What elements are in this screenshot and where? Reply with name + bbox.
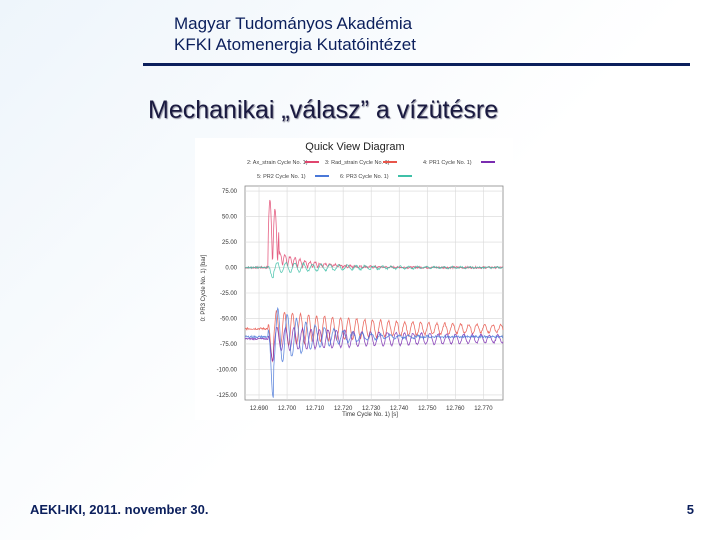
plot-area: 12.690 12.700 12.710 12.720 12.730 12.740 12.7…	[217, 185, 504, 412]
chart-svg: Quick View Diagram 2: Ax_strain Cycle No…	[201, 141, 504, 418]
y-axis-label: 0: PR3 Cycle No. 1) [bar]	[201, 254, 207, 321]
series-line	[244, 261, 504, 279]
x-tick-label: 12.740	[390, 406, 409, 412]
chart-legend: 2: Ax_strain Cycle No. 1) 3: Rad_strain C…	[247, 160, 495, 180]
x-tick-label: 12.770	[474, 406, 493, 412]
institution-line-2: KFKI Atomenergia Kutatóintézet	[174, 35, 416, 54]
page-number: 5	[686, 502, 694, 517]
y-tick-label: -25.00	[220, 291, 238, 297]
y-tick-label: -75.00	[220, 342, 238, 348]
legend-label: 5: PR2 Cycle No. 1)	[257, 174, 306, 180]
slide-title: Mechanikai „válasz” a vízütésre	[148, 96, 499, 124]
y-tick-label: -50.00	[220, 316, 238, 322]
x-tick-label: 12.750	[418, 406, 437, 412]
series-line	[244, 326, 504, 362]
x-tick-label: 12.730	[362, 406, 381, 412]
x-tick-label: 12.690	[250, 406, 269, 412]
header-divider	[143, 63, 690, 66]
y-tick-label: 50.00	[222, 215, 238, 221]
institution-line-1: Magyar Tudományos Akadémia	[174, 14, 413, 33]
x-axis-label: Time Cycle No. 1) [s]	[342, 412, 398, 418]
x-tick-label: 12.710	[306, 406, 325, 412]
y-tick-label: -100.00	[217, 367, 238, 373]
institution-header: Magyar Tudományos Akadémia KFKI Atomener…	[174, 13, 416, 55]
y-tick-label: -125.00	[217, 393, 238, 399]
chart-title: Quick View Diagram	[305, 141, 404, 153]
legend-label: 4: PR1 Cycle No. 1)	[423, 160, 472, 166]
legend-label: 6: PR3 Cycle No. 1)	[340, 174, 389, 180]
x-tick-label: 12.720	[334, 406, 353, 412]
y-tick-label: 75.00	[222, 189, 238, 195]
x-tick-label: 12.700	[278, 406, 297, 412]
legend-label: 2: Ax_strain Cycle No. 1)	[247, 160, 308, 166]
y-tick-label: 0.00	[225, 266, 237, 272]
footer-date: AEKI-IKI, 2011. november 30.	[30, 502, 209, 517]
y-tick-label: 25.00	[222, 240, 238, 246]
x-tick-label: 12.760	[446, 406, 465, 412]
series-line	[244, 306, 504, 398]
quick-view-chart: Quick View Diagram 2: Ax_strain Cycle No…	[195, 138, 513, 420]
legend-label: 3: Rad_strain Cycle No. 1)	[325, 160, 390, 166]
